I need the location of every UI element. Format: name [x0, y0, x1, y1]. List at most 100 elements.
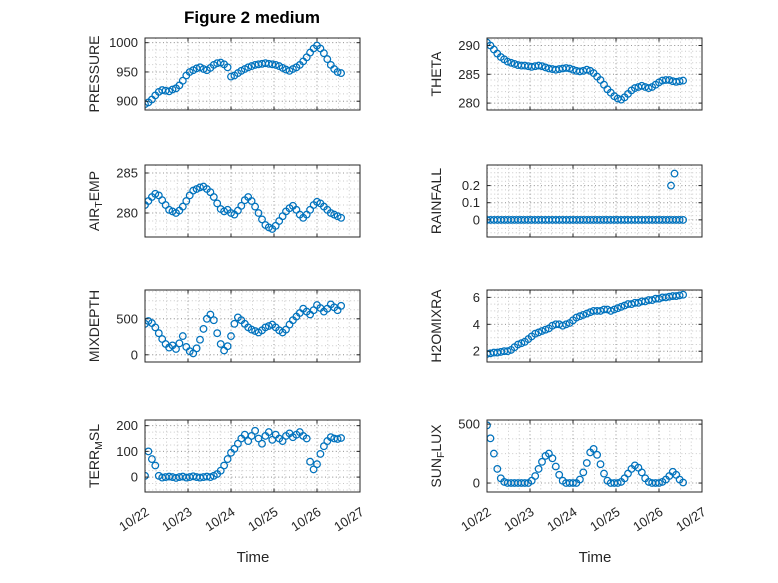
data-point	[534, 61, 543, 70]
data-point	[147, 455, 156, 464]
data-point	[489, 449, 498, 458]
subplot-h2omixra: 2 4 6 H2OMIXRA	[428, 289, 703, 363]
data-point	[579, 468, 588, 477]
data-point	[486, 434, 495, 443]
data-point	[302, 434, 311, 443]
data-point	[665, 76, 674, 84]
data-point	[285, 320, 294, 329]
minor-grid	[487, 165, 702, 238]
subplot-theta: 280 285 290 THETA	[428, 37, 703, 111]
data-point	[337, 434, 346, 442]
data-point	[565, 64, 574, 73]
figure-title: Figure 2 medium	[183, 8, 321, 27]
y-tick-label: 0	[473, 476, 480, 491]
subplot-terr-msl: 0 100 200 TERRMSL 10/22 10/23 10/24 10/25 10/26 1…	[86, 418, 367, 534]
y-tick-label: 500	[116, 311, 138, 326]
data-point	[606, 306, 615, 315]
x-tick-label: 10/22	[458, 504, 493, 534]
tick-marks	[486, 420, 703, 492]
y-tick-label: 0.1	[462, 195, 480, 210]
data-point	[520, 479, 529, 487]
data-point	[178, 332, 187, 341]
data-point	[679, 76, 688, 85]
data-points	[486, 421, 688, 487]
data-point	[213, 329, 222, 338]
data-point	[268, 60, 277, 69]
y-tick-label: 0	[131, 470, 138, 485]
y-tick-label: 285	[458, 67, 480, 82]
data-points	[144, 182, 346, 233]
data-point	[644, 84, 653, 93]
data-point	[264, 428, 273, 437]
data-point	[151, 461, 160, 470]
x-tick-label: 10/24	[202, 504, 237, 534]
data-point	[206, 473, 215, 482]
data-point	[531, 329, 540, 338]
data-point	[178, 76, 187, 85]
tick-marks	[144, 290, 361, 362]
data-point	[337, 301, 346, 310]
x-tick-label: 10/22	[116, 504, 151, 534]
data-point	[196, 183, 204, 192]
x-tick-label: 10/26	[630, 504, 665, 534]
data-point	[569, 479, 577, 487]
data-point	[206, 310, 215, 319]
y-axis-label-mixdepth: MIXDEPTH	[86, 290, 102, 362]
data-points	[486, 169, 688, 224]
data-point	[313, 460, 321, 469]
data-point	[216, 340, 225, 348]
y-axis-label-sun-flux: SUNFLUX	[428, 424, 447, 488]
data-points	[486, 38, 688, 104]
data-point	[230, 444, 239, 453]
x-axis-title-left: Time	[236, 549, 270, 566]
y-tick-label: 0	[131, 347, 138, 362]
y-tick-label: 0	[473, 212, 480, 227]
data-point	[258, 215, 266, 224]
data-point	[258, 439, 266, 448]
data-point	[237, 201, 246, 210]
tick-marks	[144, 165, 361, 237]
subplot-sun-flux: 0 500 SUNFLUX 10/22 10/23 10/24 10/25 10/26 10/2…	[428, 417, 709, 535]
data-point	[510, 59, 519, 68]
data-point	[514, 340, 522, 349]
data-point	[333, 68, 342, 76]
data-point	[679, 290, 688, 299]
major-grid	[487, 290, 702, 362]
data-point	[637, 81, 646, 90]
minor-grid	[145, 164, 360, 238]
data-point	[175, 339, 184, 348]
data-point	[579, 310, 588, 319]
data-point	[220, 461, 229, 470]
y-axis-label-theta: THETA	[428, 51, 444, 97]
data-point	[209, 316, 218, 325]
data-point	[247, 431, 256, 440]
data-point	[337, 69, 346, 78]
data-point	[624, 469, 632, 478]
x-axis-title-right: Time	[578, 549, 612, 566]
data-point	[600, 469, 608, 478]
data-point	[223, 455, 232, 464]
data-point	[209, 193, 218, 201]
y-axis-label-terr-msl: TERRMSL	[86, 424, 105, 488]
data-point	[562, 320, 571, 329]
data-point	[254, 209, 263, 217]
data-point	[610, 305, 619, 314]
subplot-air-temp: 280 285 AIRTEMP	[86, 164, 361, 238]
subplot-rainfall: 0 0.1 0.2 RAINFALL	[428, 164, 703, 238]
data-point	[538, 62, 546, 71]
y-tick-label: 200	[116, 418, 138, 433]
y-tick-label: 290	[458, 38, 480, 53]
axes-box	[144, 289, 361, 363]
data-point	[569, 65, 577, 74]
data-point	[575, 475, 584, 484]
data-point	[507, 58, 516, 67]
data-point	[531, 472, 540, 480]
y-axis-label-rainfall: RAINFALL	[428, 168, 444, 234]
data-point	[572, 313, 581, 322]
data-point	[575, 67, 584, 76]
subplot-pressure: 900 950 1000 PRESSURE	[86, 35, 361, 113]
data-point	[548, 454, 557, 463]
data-point	[593, 450, 602, 459]
data-point	[613, 304, 622, 313]
